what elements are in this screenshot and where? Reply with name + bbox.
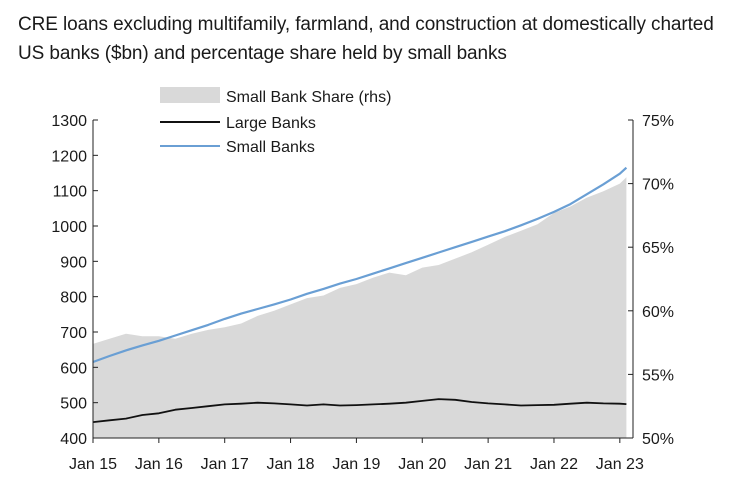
legend-swatch-small-bank-share-rhs — [160, 87, 220, 103]
x-tick-label: Jan 22 — [530, 456, 578, 473]
y-right-tick-label: 60% — [642, 304, 674, 321]
series-line-large-banks — [92, 398, 627, 423]
x-tick-label: Jan 17 — [201, 456, 249, 473]
x-tick-label: Jan 21 — [464, 456, 512, 473]
y-left-tick-label: 1100 — [53, 184, 88, 201]
area-layer — [93, 177, 627, 438]
y-left-tick-label: 800 — [60, 290, 87, 307]
y-right-tick-label: 55% — [642, 367, 674, 384]
y-left-tick-label: 400 — [60, 431, 87, 448]
x-tick-label: Jan 19 — [332, 456, 380, 473]
y-left-tick-label: 1200 — [51, 148, 87, 165]
series-line-small-banks — [92, 166, 628, 364]
y-right-tick-label: 50% — [642, 431, 674, 448]
x-tick-label: Jan 15 — [69, 456, 117, 473]
y-left-tick-label: 600 — [60, 360, 87, 377]
y-right-tick-label: 75% — [642, 113, 674, 130]
legend: Small Bank Share (rhs) Large Banks Small B… — [160, 87, 391, 156]
y-right-tick-label: 65% — [642, 240, 674, 257]
y-left-tick-label: 1000 — [51, 219, 87, 236]
legend-label-small-bank-share-rhs: Small Bank Share (rhs) — [226, 89, 391, 106]
y-left-tick-label: 900 — [60, 254, 87, 271]
y-right-tick-label: 70% — [642, 177, 674, 194]
series-area-small-bank-share-rhs — [93, 177, 627, 438]
x-tick-label: Jan 16 — [135, 456, 183, 473]
axes-layer: 400 500 600 700 800 900 1000 1100 1200 1300 50% 55%… — [51, 113, 674, 473]
y-left-tick-label: 500 — [60, 396, 87, 413]
legend-label-large-banks: Large Banks — [226, 115, 316, 132]
y-left-tick-label: 700 — [60, 325, 87, 342]
x-tick-label: Jan 23 — [596, 456, 644, 473]
chart-title: CRE loans excluding multifamily, farmlan… — [18, 14, 714, 64]
x-tick-label: Jan 18 — [267, 456, 315, 473]
line-layer — [92, 166, 628, 423]
y-left-tick-label: 1300 — [51, 113, 87, 130]
legend-label-small-banks: Small Banks — [226, 139, 315, 156]
x-tick-label: Jan 20 — [398, 456, 446, 473]
